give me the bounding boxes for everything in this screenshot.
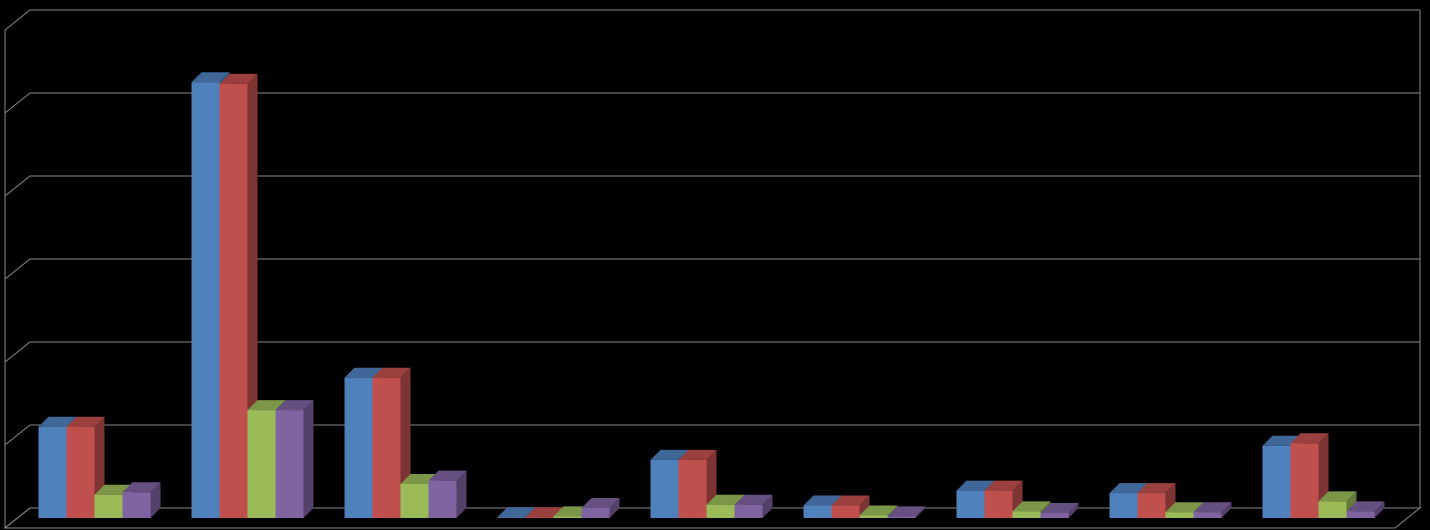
bar — [247, 410, 276, 518]
bar — [956, 490, 985, 518]
bar — [984, 490, 1013, 518]
bar — [38, 426, 67, 518]
bar — [1193, 512, 1222, 518]
bar — [734, 504, 763, 518]
bar-top — [984, 480, 1023, 491]
bar — [1012, 511, 1041, 518]
bar-side — [915, 506, 926, 518]
bar — [1137, 493, 1166, 518]
bar-side — [859, 495, 870, 518]
bar — [1262, 445, 1291, 518]
bar — [1109, 493, 1138, 518]
bar-top — [1165, 502, 1204, 513]
grid-line — [4, 9, 1420, 31]
bar-side — [1374, 501, 1385, 518]
bar — [581, 508, 610, 518]
bar-top — [581, 498, 620, 509]
bar-side — [1221, 502, 1232, 518]
bar-top — [887, 506, 926, 517]
bar-top — [1109, 483, 1148, 494]
bar — [887, 516, 916, 518]
bar-top — [650, 449, 689, 460]
bar-top — [706, 494, 745, 505]
bar — [803, 505, 832, 518]
bar — [219, 83, 248, 518]
bar — [94, 494, 123, 518]
bar-top — [1290, 433, 1329, 444]
bar — [497, 517, 526, 518]
bar-top — [1318, 491, 1357, 502]
bar — [650, 459, 679, 518]
bar — [1165, 512, 1194, 518]
grid-line — [4, 424, 1420, 446]
bar — [1318, 501, 1347, 518]
bar-top — [372, 367, 411, 378]
bar-top — [1193, 502, 1232, 513]
bar — [400, 483, 429, 518]
grid-line — [4, 175, 1420, 197]
bar-side — [609, 498, 620, 518]
bar-top — [803, 495, 842, 506]
bar-side — [150, 482, 161, 518]
bar-top — [831, 495, 870, 506]
grid-line — [4, 92, 1420, 114]
bar-top — [525, 507, 564, 518]
bar-top — [38, 416, 77, 427]
bar-top — [122, 482, 161, 493]
bar-top — [275, 400, 314, 411]
bar-top — [678, 449, 717, 460]
grid-line — [4, 258, 1420, 280]
bar-top — [956, 480, 995, 491]
bar — [831, 505, 860, 518]
bar-side — [303, 400, 314, 518]
bar-top — [497, 507, 536, 518]
bar — [191, 82, 220, 518]
bar — [122, 492, 151, 518]
bar-top — [66, 416, 105, 427]
bar-top — [1012, 501, 1051, 512]
bar-side — [1068, 503, 1079, 518]
bar — [344, 377, 373, 518]
bar-top — [428, 470, 467, 481]
bar-top — [1137, 483, 1176, 494]
bar-top — [1346, 501, 1385, 512]
bar — [859, 515, 888, 518]
bar — [275, 410, 304, 518]
bar — [1346, 511, 1375, 518]
bar — [553, 516, 582, 518]
bar-top — [1040, 503, 1079, 514]
bar-top — [247, 400, 286, 411]
bar — [1040, 513, 1069, 518]
bar — [706, 504, 735, 518]
bar — [1290, 443, 1319, 518]
bar — [525, 517, 554, 518]
bar-top — [219, 73, 258, 84]
bar — [428, 480, 457, 518]
bar — [66, 426, 95, 518]
bar — [678, 459, 707, 518]
bar-top — [734, 494, 773, 505]
grid-line — [4, 341, 1420, 363]
bar-top — [859, 505, 898, 516]
bar-side — [456, 470, 467, 518]
bar-side — [762, 494, 773, 518]
bar-top — [344, 367, 383, 378]
bar-top — [191, 72, 230, 83]
bar — [372, 377, 401, 518]
